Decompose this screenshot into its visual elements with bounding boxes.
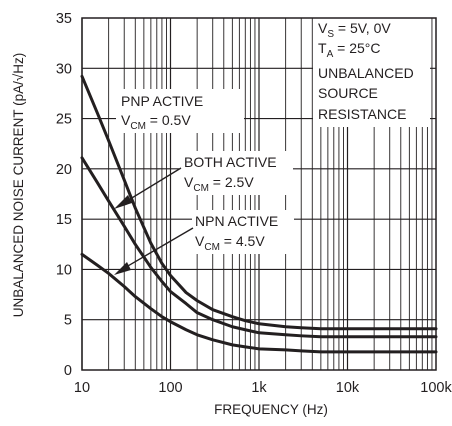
- pnp-label-vcm: VCM = 0.5V: [121, 112, 191, 132]
- series-line-npn-active: [80, 252, 438, 354]
- condition-vs: VS = 5V, 0V: [318, 20, 391, 40]
- series-line-pnp-active: [80, 74, 438, 331]
- conditions-box: [313, 17, 430, 127]
- y-tick-label: 0: [64, 363, 72, 379]
- y-tick-label: 15: [56, 212, 72, 228]
- pnp-label-name: PNP ACTIVE: [121, 93, 203, 109]
- x-axis-label: FREQUENCY (Hz): [214, 402, 328, 417]
- y-axis-label: UNBALANCED NOISE CURRENT (pA/√Hz): [11, 53, 26, 317]
- both-label: BOTH ACTIVE VCM = 2.5V: [184, 154, 277, 194]
- tick-labels: 10 100 1k 10k 100k 0 5 10 15 20 25 30 35: [56, 11, 452, 396]
- condition-resistance: RESISTANCE: [318, 106, 406, 122]
- pnp-label-box: [116, 89, 244, 133]
- pnp-label: PNP ACTIVE VCM = 0.5V: [121, 93, 203, 132]
- pointer-arrows: [114, 167, 194, 275]
- npn-label-box: [192, 210, 294, 254]
- both-label-name: BOTH ACTIVE: [184, 154, 277, 170]
- both-label-vcm: VCM = 2.5V: [184, 174, 254, 194]
- x-tick-label: 1k: [251, 380, 267, 396]
- series-lines: [80, 74, 438, 354]
- conditions-text: VS = 5V, 0V TA = 25°C UNBALANCED SOURCE …: [318, 20, 414, 122]
- npn-label-vcm: VCM = 4.5V: [195, 233, 265, 253]
- npn-label: NPN ACTIVE VCM = 4.5V: [195, 213, 278, 253]
- both-label-box: [179, 151, 293, 195]
- npn-arrow: [114, 227, 194, 275]
- plot-border: [81, 17, 437, 371]
- x-tick-label: 100: [158, 380, 182, 396]
- x-tick-label: 100k: [420, 380, 452, 396]
- condition-ta: TA = 25°C: [318, 40, 380, 60]
- condition-unbalanced: UNBALANCED: [318, 65, 414, 81]
- x-tick-label: 10k: [336, 380, 360, 396]
- x-tick-label: 10: [74, 380, 90, 396]
- series-line-both-active: [80, 156, 438, 339]
- y-tick-label: 20: [56, 162, 72, 178]
- y-tick-label: 25: [56, 112, 72, 128]
- y-tick-label: 30: [56, 61, 72, 77]
- y-tick-label: 35: [56, 11, 72, 27]
- condition-source: SOURCE: [318, 85, 378, 101]
- npn-label-name: NPN ACTIVE: [195, 213, 278, 229]
- plot-frame: [81, 17, 437, 371]
- y-tick-label: 10: [56, 262, 72, 278]
- y-tick-label: 5: [64, 313, 72, 329]
- both-arrow: [114, 167, 182, 209]
